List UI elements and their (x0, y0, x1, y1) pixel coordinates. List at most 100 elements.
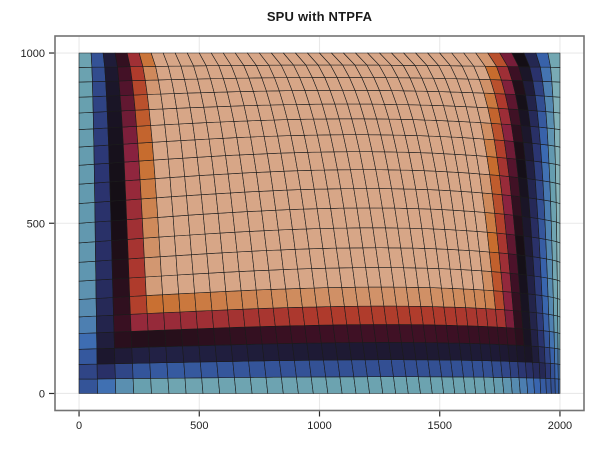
y-tick-label: 500 (27, 218, 45, 230)
mesh-cell (296, 376, 314, 394)
mesh-cell (551, 240, 558, 262)
mesh-cell (542, 80, 554, 98)
mesh-cells (78, 52, 561, 394)
mesh-cell (166, 361, 186, 379)
mesh-cell (217, 377, 237, 394)
mesh-cell (316, 306, 334, 326)
mesh-cell (141, 217, 160, 239)
mesh-cell (554, 128, 561, 148)
mesh-cell (95, 259, 113, 281)
mesh-cell (189, 233, 208, 256)
mesh-cell (215, 192, 234, 214)
mesh-cell (137, 141, 155, 162)
mesh-cell (308, 359, 327, 378)
mesh-cell (550, 66, 561, 83)
mesh-cell (232, 211, 250, 233)
mesh-cell (213, 173, 231, 195)
mesh-cell (299, 287, 317, 308)
mesh-cell (110, 219, 128, 241)
mesh-cell (552, 297, 559, 317)
mesh-cell (547, 52, 561, 68)
mesh-cell (311, 267, 329, 289)
mesh-cell (238, 270, 257, 292)
mesh-cell (554, 347, 559, 365)
mesh-cell (351, 359, 368, 378)
mesh-cell (557, 332, 561, 350)
mesh-cell (523, 345, 533, 363)
mesh-cell (165, 345, 185, 363)
mesh-cell (261, 209, 279, 232)
mesh-cell (223, 271, 242, 292)
mesh-cell (78, 182, 96, 204)
mesh-cell (104, 66, 120, 82)
mesh-cell (114, 362, 134, 380)
mesh-cell (211, 155, 229, 176)
mesh-cell (171, 195, 189, 217)
mesh-cell (209, 291, 228, 311)
mesh-cell (184, 175, 202, 197)
mesh-cell (544, 346, 551, 364)
mesh-cell (557, 315, 561, 334)
mesh-cell (225, 290, 244, 311)
mesh-cell (130, 313, 149, 332)
mesh-cell (78, 363, 98, 380)
mesh-cell (291, 342, 310, 361)
mesh-cell (246, 210, 265, 232)
mesh-cell (128, 276, 147, 297)
mesh-cell (528, 311, 538, 331)
mesh-cell (265, 376, 284, 394)
mesh-cell (246, 343, 265, 362)
mesh-cell (536, 110, 548, 129)
mesh-cell (313, 287, 331, 308)
mesh-cell (78, 221, 96, 244)
mesh-cell (111, 239, 129, 261)
mesh-cell (539, 66, 553, 83)
mesh-cell (532, 256, 542, 278)
mesh-cell (330, 305, 348, 326)
mesh-cell (178, 292, 197, 313)
mesh-cell (279, 360, 297, 378)
mesh-cell (169, 176, 187, 198)
mesh-cell (147, 329, 167, 348)
mesh-cell (552, 96, 561, 114)
mesh-cell (123, 160, 141, 182)
mesh-cell (211, 309, 230, 329)
mesh-cell (429, 376, 445, 394)
mesh-cell (532, 361, 541, 379)
mesh-cell (551, 81, 561, 98)
mesh-cell (546, 258, 554, 280)
mesh-cell (78, 145, 95, 166)
mesh-cell (195, 310, 214, 330)
mesh-cell (242, 308, 261, 328)
mesh-cell (538, 237, 547, 260)
mesh-cell (111, 258, 130, 280)
mesh-cell (167, 377, 187, 394)
mesh-cell (78, 378, 98, 394)
mesh-cell (556, 241, 561, 263)
mesh-cell (138, 159, 156, 181)
mesh-cell (78, 348, 98, 365)
mesh-cell (136, 125, 153, 144)
mesh-cell (95, 297, 114, 317)
mesh-cell (537, 329, 545, 348)
mesh-cell (544, 219, 553, 241)
mesh-cell (552, 278, 558, 299)
mesh-cell (214, 344, 234, 363)
x-tick-label: 2000 (548, 420, 572, 432)
mesh-cell (259, 325, 278, 345)
mesh-cell (294, 359, 312, 378)
mesh-cell (282, 268, 301, 290)
mesh-cell (105, 80, 121, 97)
mesh-cell (124, 179, 142, 201)
mesh-cell (249, 230, 267, 252)
mesh-cell (158, 235, 177, 258)
mesh-cell (132, 377, 152, 394)
mesh-cell (167, 157, 186, 178)
mesh-cell (547, 277, 554, 298)
x-tick-label: 500 (190, 420, 208, 432)
mesh-cell (550, 362, 556, 380)
mesh-cell (78, 298, 97, 318)
mesh-cell (549, 347, 556, 365)
mesh-cell (380, 376, 397, 394)
